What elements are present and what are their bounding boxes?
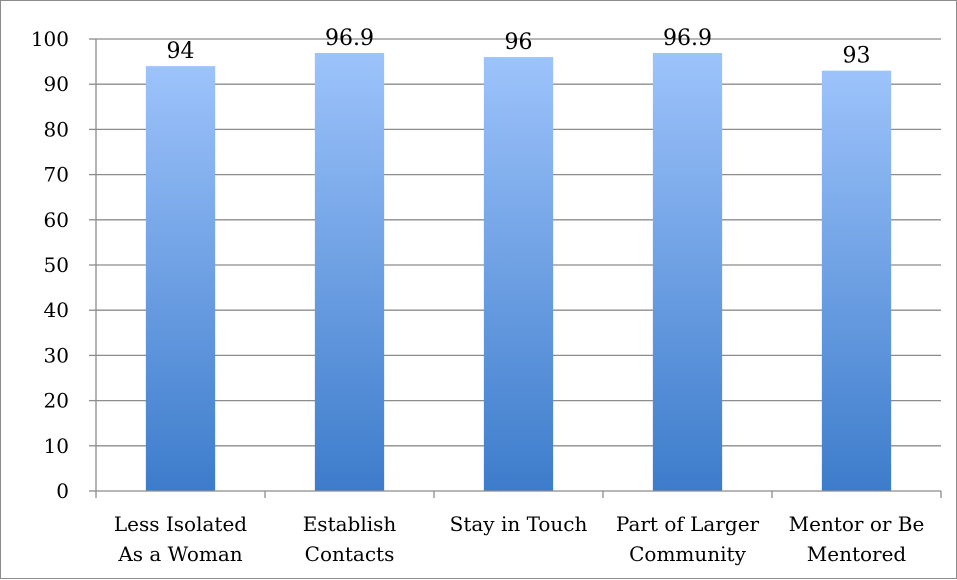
y-tick-label: 100 xyxy=(31,27,69,51)
x-category-label-line: As a Woman xyxy=(117,542,242,566)
x-category-label-line: Contacts xyxy=(305,542,395,566)
bar xyxy=(653,53,722,491)
x-category-label-line: Community xyxy=(629,542,746,566)
bar xyxy=(315,53,384,491)
x-category-label: Establish Contacts xyxy=(303,512,397,566)
data-label: 96.9 xyxy=(663,26,712,51)
x-category-label-line: Less Isolated xyxy=(114,512,247,536)
x-category-label-line: Mentor or Be xyxy=(789,512,925,536)
data-label: 96 xyxy=(505,30,533,55)
y-tick-label: 30 xyxy=(44,343,69,367)
x-category-label: Mentor or Be Mentored xyxy=(789,512,925,566)
data-label: 96.9 xyxy=(325,26,374,51)
y-tick-label: 20 xyxy=(44,389,69,413)
y-tick-label: 80 xyxy=(44,117,69,141)
bar xyxy=(146,66,215,491)
x-category-label-line: Part of Larger xyxy=(616,512,760,536)
y-tick-label: 70 xyxy=(44,163,69,187)
bar xyxy=(484,57,553,491)
bars xyxy=(146,53,891,491)
data-label: 93 xyxy=(843,44,871,69)
data-label: 94 xyxy=(167,39,195,64)
x-category-label: Less Isolated As a Woman xyxy=(114,512,247,566)
y-tick-label: 0 xyxy=(56,479,69,503)
x-category-label-line: Stay in Touch xyxy=(450,512,588,536)
x-category-label-line: Mentored xyxy=(807,542,907,566)
x-category-label-line: Establish xyxy=(303,512,397,536)
y-tick-label: 10 xyxy=(44,434,69,458)
y-tick-label: 50 xyxy=(44,253,69,277)
x-category-label: Stay in Touch xyxy=(450,512,588,536)
y-tick-label: 40 xyxy=(44,298,69,322)
y-tick-label: 90 xyxy=(44,72,69,96)
bar xyxy=(822,71,891,491)
y-tick-label: 60 xyxy=(44,208,69,232)
x-category-label: Part of Larger Community xyxy=(616,512,760,566)
